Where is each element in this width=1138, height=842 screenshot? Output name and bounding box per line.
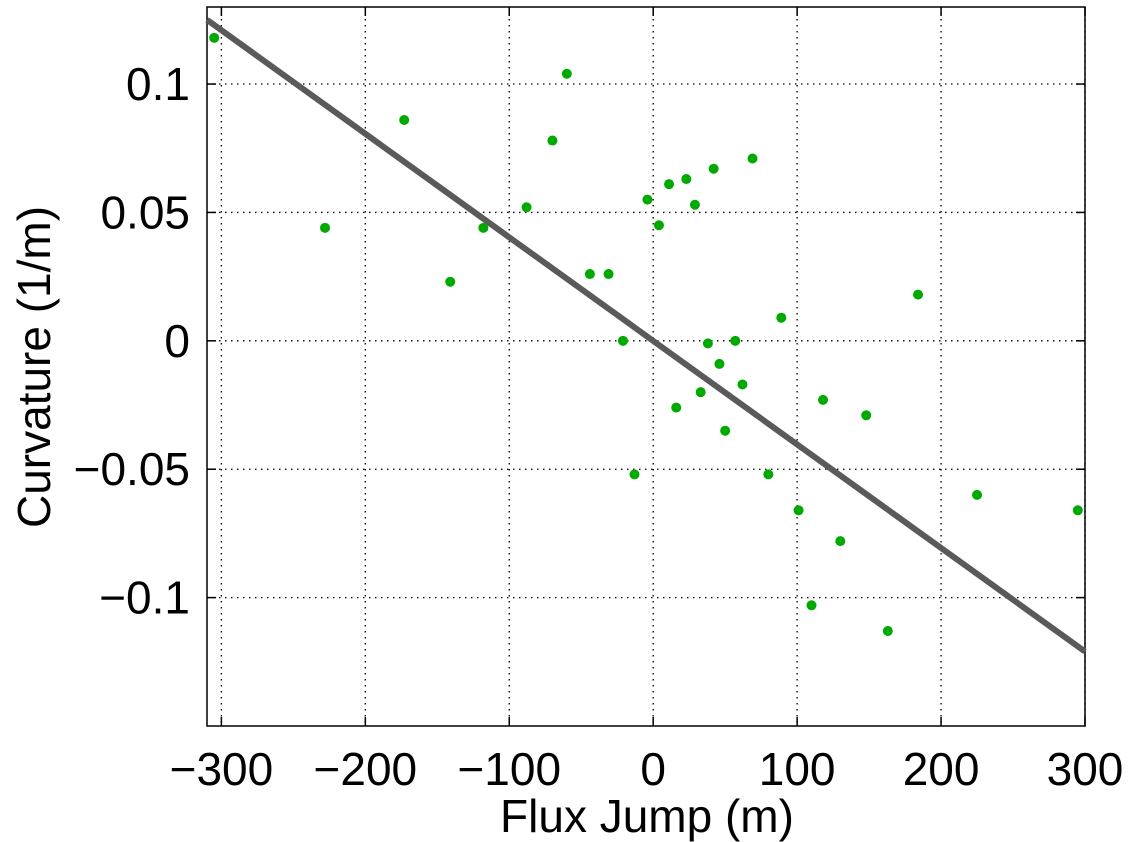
x-tick-label: 200 <box>903 743 980 795</box>
data-point <box>882 625 893 636</box>
data-point <box>708 163 719 174</box>
data-point <box>793 505 804 516</box>
y-tick-label: 0 <box>164 315 190 367</box>
data-point <box>818 394 829 405</box>
data-point <box>664 179 675 190</box>
data-point <box>835 536 846 547</box>
data-point <box>671 402 682 413</box>
data-point <box>806 600 817 611</box>
x-tick-label: 0 <box>640 743 666 795</box>
data-point <box>714 358 725 369</box>
x-tick-labels: −300 −200 −100 0 100 200 300 <box>170 743 1124 795</box>
grid-lines <box>207 7 1086 726</box>
y-tick-labels: −0.1 −0.05 0 0.05 0.1 <box>74 58 190 624</box>
data-point <box>478 222 489 233</box>
data-point <box>399 114 410 125</box>
data-point <box>913 289 924 300</box>
fit-line-group <box>205 17 1087 654</box>
fit-line <box>205 17 1087 654</box>
data-point <box>695 387 706 398</box>
y-tick-label: 0.1 <box>126 58 190 110</box>
data-point <box>547 135 558 146</box>
data-point <box>702 338 713 349</box>
data-point <box>720 425 731 436</box>
data-point <box>617 335 628 346</box>
y-tick-label: −0.05 <box>74 443 190 495</box>
data-point <box>681 174 692 185</box>
data-point <box>689 199 700 210</box>
data-point <box>763 469 774 480</box>
data-point <box>629 469 640 480</box>
x-tick-label: −200 <box>314 743 418 795</box>
x-tick-label: −100 <box>457 743 561 795</box>
data-point <box>521 202 532 213</box>
data-point <box>972 489 983 500</box>
x-tick-label: −300 <box>170 743 274 795</box>
data-point <box>320 222 331 233</box>
data-point <box>642 194 653 205</box>
plot-frame <box>206 6 1086 727</box>
x-axis-label: Flux Jump (m) <box>500 790 794 842</box>
data-point <box>730 335 741 346</box>
x-tick-label: 100 <box>759 743 836 795</box>
data-point <box>747 153 758 164</box>
tick-marks <box>207 7 1086 726</box>
data-point <box>1072 505 1083 516</box>
data-point <box>653 220 664 231</box>
y-tick-label: 0.05 <box>100 186 190 238</box>
data-point <box>209 32 220 43</box>
data-point <box>603 269 614 280</box>
y-tick-label: −0.1 <box>99 572 190 624</box>
data-point <box>445 276 456 287</box>
data-points <box>209 32 1083 636</box>
y-axis-label: Curvature (1/m) <box>8 206 60 528</box>
data-point <box>737 379 748 390</box>
data-point <box>584 269 595 280</box>
data-point <box>861 410 872 421</box>
data-point <box>561 68 572 79</box>
x-tick-label: 300 <box>1047 743 1124 795</box>
data-point <box>776 312 787 323</box>
